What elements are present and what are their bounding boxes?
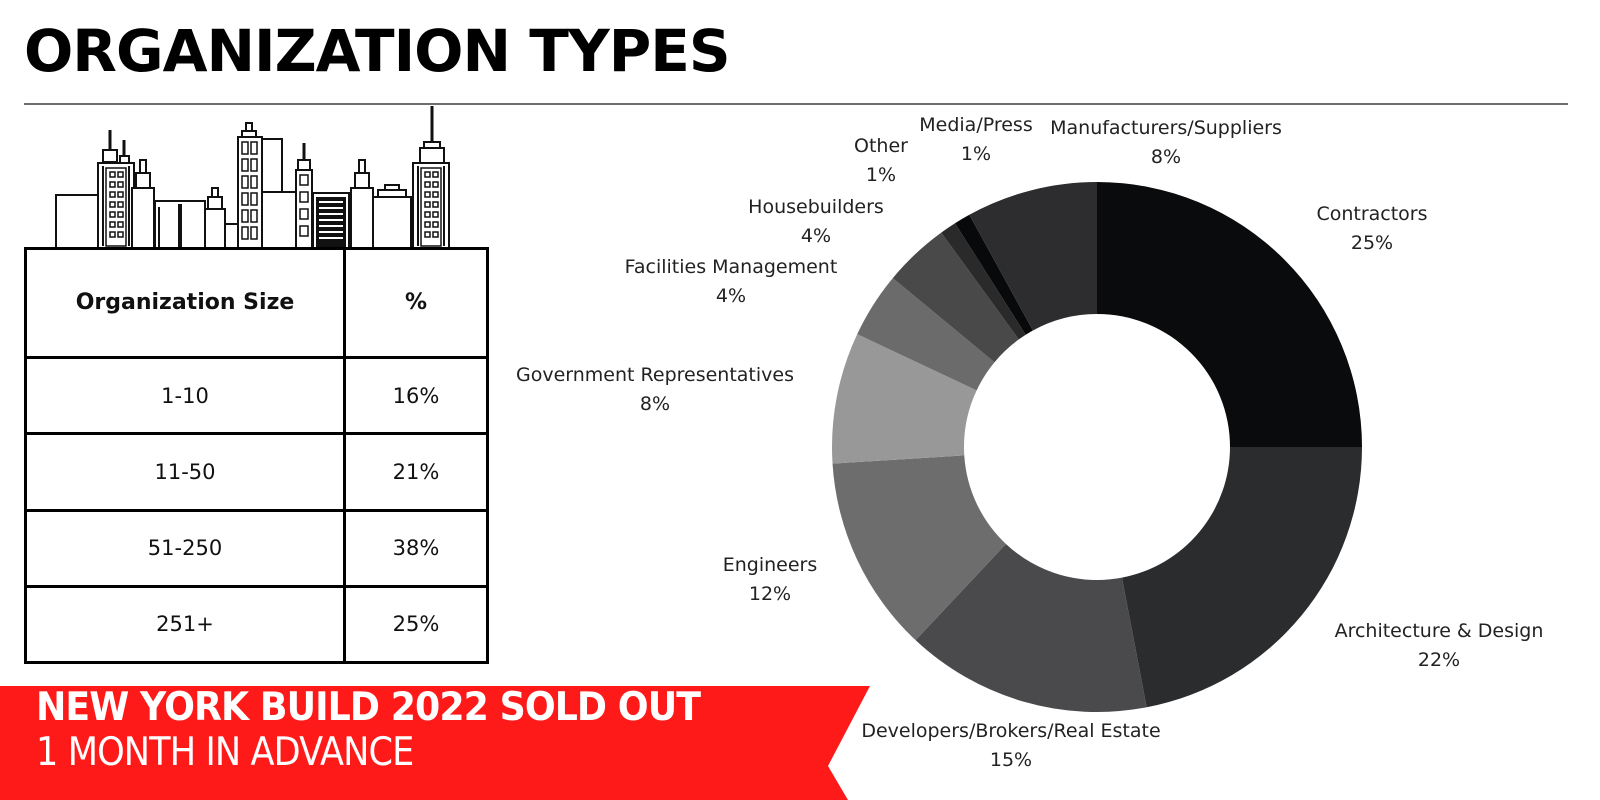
percent-cell: 25% <box>343 584 489 665</box>
label-developers: Developers/Brokers/Real Estate <box>861 720 1160 742</box>
page-title: ORGANIZATION TYPES <box>24 17 731 85</box>
value-engineers: 12% <box>749 583 791 605</box>
table-row: 251+ 25% <box>24 584 489 665</box>
sold-out-banner <box>0 686 870 800</box>
label-architecture-design: Architecture & Design <box>1335 620 1544 642</box>
banner-ribbon-shape <box>0 686 870 800</box>
label-other: Other <box>854 135 908 157</box>
table-row: 51-250 38% <box>24 508 489 588</box>
label-government: Government Representatives <box>516 364 794 386</box>
value-government: 8% <box>640 393 670 415</box>
table-row: 1-10 16% <box>24 355 489 436</box>
table-header-row: Organization Size % <box>24 247 489 359</box>
banner-subline: 1 MONTH IN ADVANCE <box>36 730 414 775</box>
value-media-press: 1% <box>961 143 991 165</box>
label-housebuilders: Housebuilders <box>748 196 884 218</box>
city-skyline-icon <box>55 106 450 249</box>
label-manufacturers: Manufacturers/Suppliers <box>1050 117 1282 139</box>
label-facilities: Facilities Management <box>625 256 838 278</box>
label-media-press: Media/Press <box>919 114 1032 136</box>
donut-slice-media-press <box>955 214 1033 335</box>
value-architecture-design: 22% <box>1418 649 1460 671</box>
label-engineers: Engineers <box>723 554 818 576</box>
label-contractors: Contractors <box>1316 203 1427 225</box>
percent-cell: 21% <box>343 432 489 512</box>
donut-slice-government-representatives <box>832 334 977 464</box>
donut-slice-developers-brokers-real-estate <box>915 543 1147 712</box>
size-cell: 1-10 <box>24 355 346 436</box>
donut-slice-manufacturers-suppliers <box>969 182 1097 331</box>
value-manufacturers: 8% <box>1151 146 1181 168</box>
size-cell: 251+ <box>24 584 346 665</box>
column-header-size: Organization Size <box>24 247 346 359</box>
value-facilities: 4% <box>716 285 746 307</box>
percent-cell: 38% <box>343 508 489 588</box>
size-cell: 11-50 <box>24 432 346 512</box>
value-housebuilders: 4% <box>801 225 831 247</box>
size-cell: 51-250 <box>24 508 346 588</box>
donut-slice-engineers <box>832 455 1006 641</box>
donut-slice-housebuilders <box>892 232 1019 363</box>
organization-size-table: Organization Size % 1-10 16% 11-50 21% 5… <box>24 247 489 665</box>
percent-cell: 16% <box>343 355 489 436</box>
value-contractors: 25% <box>1351 232 1393 254</box>
donut-slice-other <box>941 223 1026 340</box>
value-other: 1% <box>866 164 896 186</box>
donut-slice-architecture-design <box>1121 447 1362 708</box>
banner-headline: NEW YORK BUILD 2022 SOLD OUT <box>36 685 701 730</box>
table-row: 11-50 21% <box>24 432 489 512</box>
column-header-percent: % <box>343 247 489 359</box>
value-developers: 15% <box>990 749 1032 771</box>
title-divider <box>24 103 1568 105</box>
donut-slice-facilities-management <box>857 278 995 391</box>
donut-slice-contractors <box>1097 182 1362 447</box>
